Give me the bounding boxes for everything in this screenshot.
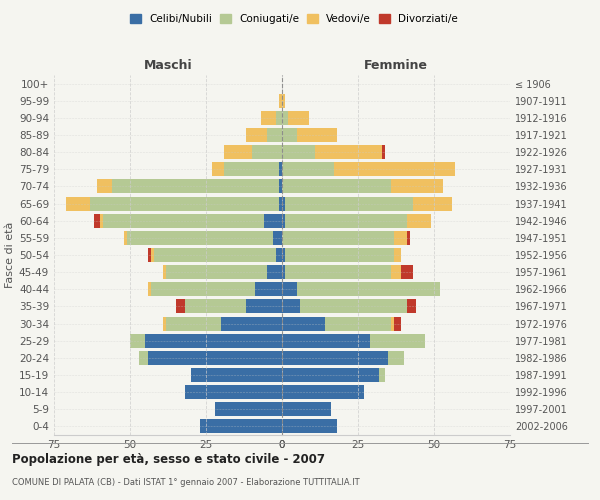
Bar [391,180,443,194]
Bar [163,265,166,279]
Bar [282,385,364,399]
Bar [282,196,285,210]
Bar [279,196,282,210]
Bar [148,248,151,262]
Bar [212,162,224,176]
Bar [148,351,282,365]
Bar [245,300,282,314]
Text: COMUNE DI PALATA (CB) - Dati ISTAT 1° gennaio 2007 - Elaborazione TUTTITALIA.IT: COMUNE DI PALATA (CB) - Dati ISTAT 1° ge… [12,478,359,487]
Bar [325,316,391,330]
Bar [282,351,388,365]
Bar [288,111,310,125]
Bar [273,231,282,245]
Bar [185,385,282,399]
Bar [391,316,394,330]
Bar [276,248,282,262]
Bar [370,334,425,347]
Title: Femmine: Femmine [364,60,428,72]
Bar [282,214,285,228]
Bar [391,265,401,279]
Bar [261,111,276,125]
Bar [91,196,279,210]
Bar [251,145,282,159]
Bar [254,282,282,296]
Bar [112,180,279,194]
Bar [297,282,440,296]
Bar [245,128,267,142]
Bar [282,316,325,330]
Bar [282,402,331,416]
Bar [282,300,300,314]
Bar [139,351,148,365]
Bar [267,265,282,279]
Bar [282,248,285,262]
Bar [285,265,391,279]
Bar [279,162,282,176]
Bar [282,111,288,125]
Bar [297,128,337,142]
Bar [282,180,391,194]
Bar [66,196,91,210]
Bar [151,248,154,262]
Bar [94,214,100,228]
Bar [148,282,151,296]
Bar [282,368,379,382]
Bar [224,162,279,176]
Bar [300,300,407,314]
Bar [154,248,276,262]
Bar [267,128,282,142]
Bar [334,162,455,176]
Bar [282,420,337,434]
Bar [185,300,245,314]
Bar [200,420,282,434]
Bar [127,231,273,245]
Bar [166,265,267,279]
Bar [285,248,394,262]
Bar [407,300,416,314]
Bar [279,94,282,108]
Bar [221,316,282,330]
Text: Popolazione per età, sesso e stato civile - 2007: Popolazione per età, sesso e stato civil… [12,452,325,466]
Bar [394,316,401,330]
Bar [215,402,282,416]
Bar [413,196,452,210]
Bar [176,300,185,314]
Bar [285,214,407,228]
Bar [163,316,166,330]
Bar [282,334,370,347]
Bar [382,145,385,159]
Bar [407,214,431,228]
Bar [282,145,316,159]
Bar [401,265,413,279]
Bar [388,351,404,365]
Bar [282,94,285,108]
Bar [316,145,382,159]
Title: Maschi: Maschi [143,60,193,72]
Bar [379,368,385,382]
Bar [282,128,297,142]
Bar [103,214,264,228]
Bar [264,214,282,228]
Bar [151,282,254,296]
Bar [224,145,251,159]
Y-axis label: Fasce di età: Fasce di età [5,222,15,288]
Bar [282,162,334,176]
Bar [407,231,410,245]
Bar [282,231,394,245]
Bar [285,196,413,210]
Bar [145,334,282,347]
Bar [97,180,112,194]
Bar [130,334,145,347]
Bar [282,265,285,279]
Legend: Celibi/Nubili, Coniugati/e, Vedovi/e, Divorziati/e: Celibi/Nubili, Coniugati/e, Vedovi/e, Di… [126,10,462,29]
Bar [191,368,282,382]
Bar [282,282,297,296]
Bar [276,111,282,125]
Bar [394,248,401,262]
Bar [394,231,407,245]
Bar [166,316,221,330]
Bar [124,231,127,245]
Bar [100,214,103,228]
Bar [279,180,282,194]
